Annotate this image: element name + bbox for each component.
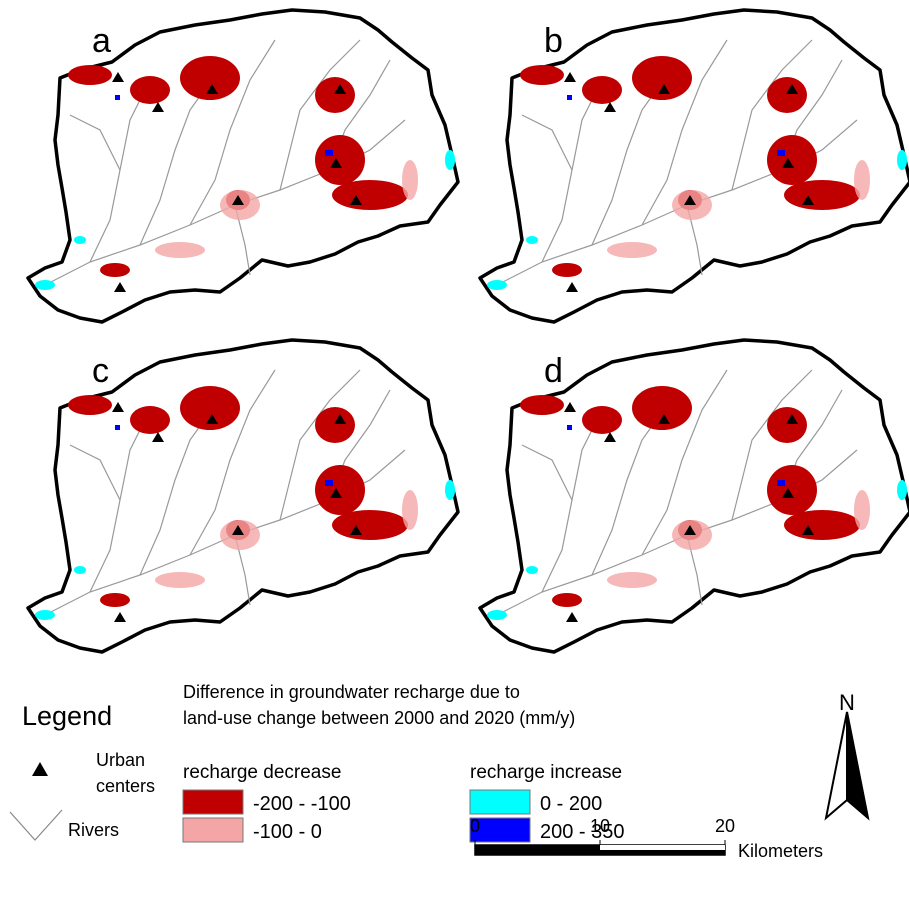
map-panel: c [26,338,460,654]
river-symbol [9,809,63,841]
class-group-title: recharge increase [470,762,622,783]
class-group-title: recharge decrease [183,762,341,783]
class-label: -200 - -100 [253,793,351,815]
map-panel: a [26,8,460,324]
class-swatch [469,789,531,815]
urban-label: centers [96,776,155,796]
scale-tick-label: 20 [715,816,735,836]
scale-segment [600,845,725,850]
scale-segment [475,845,600,850]
map-panel: b [478,8,909,324]
legend-description: land-use change between 2000 and 2020 (m… [183,708,575,728]
urban-symbol [32,762,48,776]
class-swatch [469,817,531,843]
scale-tick-label: 0 [470,816,480,836]
river-label: Rivers [68,820,119,840]
panel-label: b [544,22,563,60]
scale-tick-label: 10 [590,816,610,836]
legend-title: Legend [22,701,112,731]
class-label: 200 - 350 [540,821,625,843]
class-label: 0 - 200 [540,793,602,815]
class-swatch [182,789,244,815]
scale-segment [475,850,600,855]
class-swatch [182,817,244,843]
legend-classes: recharge decrease -200 - -100 -100 - 0 rech… [182,762,625,843]
north-label: N [839,690,855,715]
legend-description: Difference in groundwater recharge due t… [183,682,520,702]
map-panel: d [478,338,909,654]
scale-bar: 0 10 20 [470,816,735,856]
panel-label: a [92,22,111,60]
panel-label: d [544,352,563,390]
panel-label: c [92,352,109,390]
class-label: -100 - 0 [253,821,322,843]
scale-unit: Kilometers [738,841,823,861]
scale-segment [600,850,725,855]
urban-label: Urban [96,750,145,770]
north-arrow: N [824,690,870,821]
map-panels: a b c d [26,8,909,654]
